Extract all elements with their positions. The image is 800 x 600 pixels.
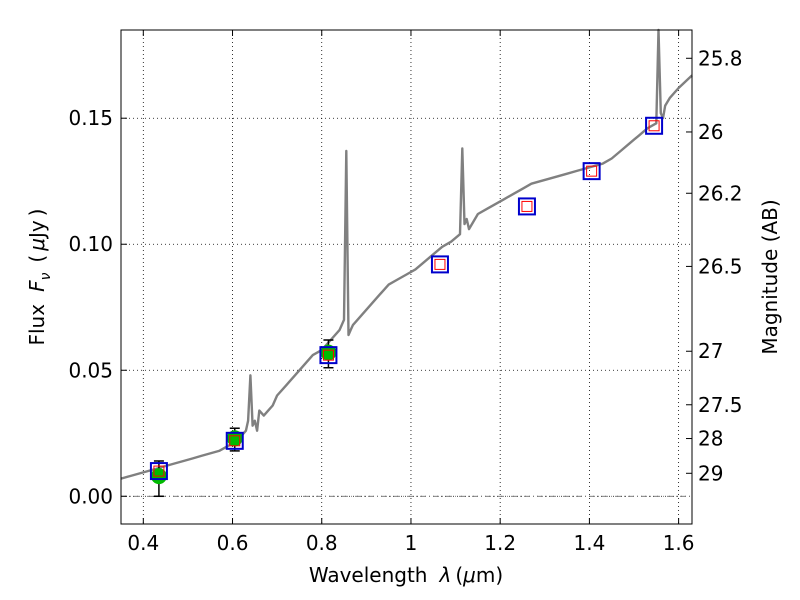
observed-point [320,344,337,361]
x-tick-label: 1.4 [573,531,605,555]
tick-layer: 0.4 0.6 0.8 1 1.2 1.4 1.6 0.00 0.05 0.10 0.15 25.8 2… [68,30,743,555]
model-box-inner [648,120,660,132]
model-box-inner [586,165,598,177]
y-tick-label: 0.10 [68,232,113,256]
model-box [319,346,338,365]
model-box [225,431,244,450]
x-tick-label: 0.4 [127,531,159,555]
spectrum-layer [120,28,693,480]
model-box-inner [153,465,165,477]
y2-tick-label: 25.8 [698,46,743,70]
x-tick-label: 1.2 [484,531,516,555]
x-tick-label: 1.6 [663,531,695,555]
y-tick-label: 0.05 [68,358,113,382]
model-box [149,462,168,481]
model-box [645,116,664,135]
x-tick-label: 0.8 [306,531,338,555]
x-axis-label: Wavelength λ (μm) [309,563,503,587]
y2-tick-label: 26.5 [698,254,743,278]
y2-tick-label: 27 [698,339,723,363]
observed-point [226,430,243,447]
model-box [582,162,601,181]
y2-tick-label: 29 [698,461,723,485]
model-box-inner [229,435,241,447]
y2-tick-label: 28 [698,427,723,451]
x-tick-label: 0.6 [217,531,249,555]
plot-frame [120,29,693,525]
y2-tick-label: 26 [698,120,723,144]
model-box-inner [434,258,446,270]
y-tick-label: 0.15 [68,106,113,130]
y2-axis-label: Magnitude (AB) [758,199,782,354]
spectrum-line [120,28,693,480]
y2-tick-label: 27.5 [698,393,743,417]
grid-layer [121,30,692,524]
model-box-inner [521,200,533,212]
box-layer [149,116,664,481]
y2-tick-label: 26.2 [698,181,743,205]
y-axis-label: FluxFν(μJy) [25,208,54,345]
model-box [430,255,449,274]
x-tick-label: 1 [405,531,418,555]
y-tick-label: 0.00 [68,484,113,508]
model-box-inner [322,349,334,361]
model-box [517,197,536,216]
observed-layer [150,344,337,485]
